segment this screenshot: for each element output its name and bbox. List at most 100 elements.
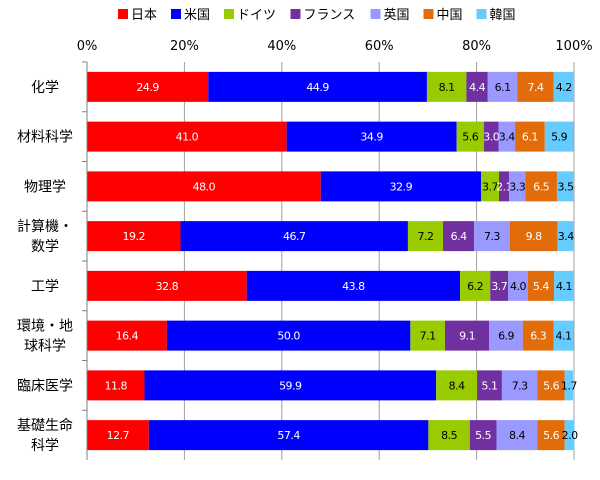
data-label-4-5: 6.9	[498, 330, 514, 343]
data-label-2-2: 3.7	[482, 180, 498, 193]
bar-segment-0-4	[87, 270, 247, 301]
legend-swatch-1	[171, 9, 181, 19]
bar-segment-4-6	[501, 370, 538, 401]
category-label-4: 工学	[31, 279, 59, 295]
category-label-line: 基礎生命	[17, 417, 73, 434]
bar-segment-2-4	[460, 270, 491, 301]
data-label-4-0: 6.1	[495, 81, 511, 94]
data-label-4-3: 7.3	[484, 230, 500, 243]
bar-segment-3-7	[469, 420, 497, 451]
bar-segment-4-3	[474, 221, 510, 252]
data-label-6-7: 2.0	[562, 429, 578, 442]
category-label-line: 化学	[31, 80, 59, 96]
bar-segment-0-3	[87, 221, 181, 252]
bar-segment-6-3	[557, 221, 574, 252]
data-label-0-1: 41.0	[176, 131, 199, 144]
bar-segment-6-6	[564, 370, 574, 401]
bar-segment-4-2	[509, 171, 526, 202]
legend-swatch-3	[290, 9, 301, 19]
data-label-6-6: 1.7	[561, 379, 577, 392]
data-label-1-1: 34.9	[360, 131, 383, 144]
bar-segment-1-0	[208, 71, 427, 102]
bar-segment-4-1	[498, 121, 516, 152]
data-label-3-1: 3.0	[483, 131, 499, 144]
bar-segment-6-5	[553, 320, 574, 351]
x-tick-label-0: 0%	[77, 39, 98, 54]
data-label-2-6: 8.4	[449, 379, 465, 392]
legend-label-2: ドイツ	[237, 8, 276, 23]
data-label-5-3: 9.8	[526, 230, 542, 243]
data-label-4-4: 4.0	[510, 280, 526, 293]
data-label-4-7: 8.4	[509, 429, 525, 442]
category-label-5: 環境・地球科学	[17, 319, 73, 355]
bar-segment-0-5	[87, 320, 167, 351]
category-label-line: 科学	[31, 438, 59, 454]
data-label-0-7: 12.7	[107, 429, 130, 442]
data-label-5-0: 7.4	[528, 81, 544, 94]
category-label-line: 工学	[31, 279, 59, 295]
data-label-6-3: 3.4	[558, 230, 574, 243]
data-label-6-4: 4.1	[556, 280, 572, 293]
data-label-1-5: 50.0	[277, 330, 300, 343]
data-label-0-5: 16.4	[116, 330, 139, 343]
bar-segment-5-6	[537, 370, 565, 401]
data-label-6-1: 5.9	[551, 131, 567, 144]
data-label-4-6: 7.3	[512, 379, 528, 392]
category-label-0: 化学	[31, 80, 59, 96]
data-label-0-0: 24.9	[136, 81, 159, 94]
x-tick-label-3: 60%	[365, 39, 394, 54]
data-label-6-2: 3.5	[557, 180, 573, 193]
bar-segment-0-1	[87, 121, 287, 152]
category-label-line: 計算機・	[17, 219, 73, 235]
bar-segment-4-5	[489, 320, 523, 351]
bar-segment-1-5	[166, 320, 411, 351]
data-label-0-4: 32.8	[156, 280, 179, 293]
bar-segment-4-4	[508, 270, 528, 301]
legend-swatch-6	[476, 9, 487, 19]
bar-segment-4-0	[487, 71, 518, 102]
legend-swatch-5	[423, 9, 434, 19]
data-label-1-2: 32.9	[390, 180, 413, 193]
bar-segment-5-0	[517, 71, 554, 102]
bar-segment-5-5	[522, 320, 554, 351]
bar-segment-5-2	[525, 171, 557, 202]
bar-segment-6-1	[544, 121, 574, 152]
data-label-0-3: 19.2	[123, 230, 146, 243]
legend-label-4: 英国	[384, 8, 410, 23]
category-label-line: 球科学	[24, 339, 66, 355]
data-label-3-6: 5.1	[482, 379, 498, 392]
bar-segment-1-7	[148, 420, 429, 451]
data-label-2-3: 7.2	[417, 230, 433, 243]
x-tick-label-1: 20%	[170, 39, 199, 54]
category-label-1: 材料科学	[17, 130, 73, 146]
data-label-6-5: 4.1	[556, 330, 572, 343]
data-label-1-6: 59.9	[279, 379, 302, 392]
bar-segment-6-4	[554, 270, 574, 301]
data-label-5-2: 6.5	[533, 180, 549, 193]
legend-swatch-0	[118, 9, 128, 19]
bar-segment-2-6	[436, 370, 478, 401]
category-label-7: 基礎生命科学	[17, 417, 73, 454]
data-label-3-3: 6.4	[451, 230, 467, 243]
x-tick-label-2: 40%	[267, 39, 296, 54]
legend-swatch-4	[370, 9, 381, 19]
bar-segment-5-3	[509, 221, 558, 252]
category-label-line: 臨床医学	[17, 378, 73, 394]
bar-segment-6-7	[564, 420, 575, 451]
data-label-5-7: 5.6	[543, 429, 559, 442]
data-label-3-2: 2.1	[496, 180, 512, 193]
data-label-4-1: 3.4	[499, 131, 515, 144]
bar-segment-1-6	[144, 370, 437, 401]
legend-label-6: 韓国	[490, 8, 516, 23]
bar-segment-2-3	[407, 221, 443, 252]
data-label-3-0: 4.4	[469, 81, 485, 94]
data-label-3-4: 3.7	[491, 280, 507, 293]
bar-segment-1-1	[286, 121, 457, 152]
x-tick-label-5: 100%	[555, 39, 592, 54]
bar-segment-3-6	[477, 370, 502, 401]
bar-segment-1-3	[180, 221, 408, 252]
bar-segment-3-5	[444, 320, 490, 351]
x-tick-label-4: 80%	[462, 39, 491, 54]
bar-segment-0-7	[87, 420, 149, 451]
